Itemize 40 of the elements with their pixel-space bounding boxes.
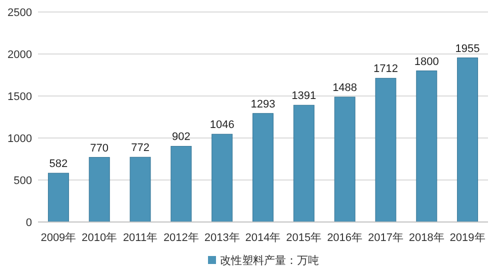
bar xyxy=(48,172,69,222)
x-tick-label: 2014年 xyxy=(245,232,281,244)
data-label: 1293 xyxy=(250,98,276,110)
bar xyxy=(293,104,314,222)
x-tick-label: 2009年 xyxy=(40,232,76,244)
x-tick-label: 2013年 xyxy=(204,232,240,244)
bar xyxy=(375,78,396,222)
y-tick-label: 2000 xyxy=(8,49,32,61)
y-tick-label: 1000 xyxy=(8,133,32,145)
x-tick-label: 2017年 xyxy=(368,232,404,244)
y-tick-label: 500 xyxy=(14,175,32,187)
data-label: 582 xyxy=(49,158,68,170)
x-tick-label: 2011年 xyxy=(122,232,158,244)
bar xyxy=(212,134,233,222)
x-tick-label: 2016年 xyxy=(327,232,363,244)
data-label: 1046 xyxy=(210,119,234,132)
bar xyxy=(130,156,151,222)
data-label: 1800 xyxy=(414,56,439,68)
data-label: 1712 xyxy=(373,63,398,76)
y-tick-label: 1500 xyxy=(8,91,32,103)
bar xyxy=(88,157,110,222)
y-tick-label: 2500 xyxy=(8,7,32,19)
bar xyxy=(252,113,274,222)
data-label: 1955 xyxy=(455,42,480,55)
data-label: 772 xyxy=(131,142,150,154)
data-label: 902 xyxy=(172,131,190,144)
bar xyxy=(416,70,438,222)
x-tick-label: 2012年 xyxy=(163,232,199,244)
y-tick-label: 0 xyxy=(26,217,32,229)
data-label: 1488 xyxy=(332,82,358,94)
bar xyxy=(170,146,192,222)
x-tick-label: 2018年 xyxy=(408,232,444,244)
bar xyxy=(334,96,356,222)
bar xyxy=(457,58,478,222)
legend-label: 改性塑料产量：万吨 xyxy=(220,254,319,267)
x-tick-label: 2010年 xyxy=(82,232,118,244)
x-tick-label: 2015年 xyxy=(286,232,322,244)
data-label: 1391 xyxy=(292,90,316,102)
x-tick-label: 2019年 xyxy=(450,232,486,244)
data-label: 770 xyxy=(90,142,109,154)
